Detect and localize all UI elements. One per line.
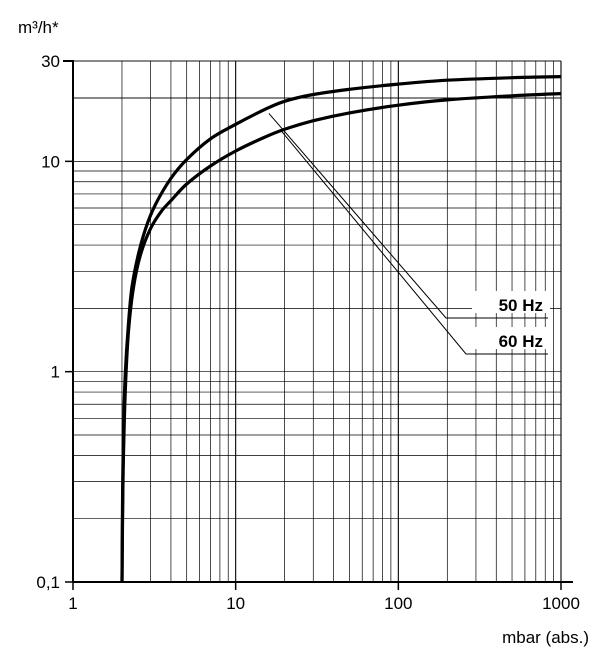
series-line-50-hz [120, 75, 562, 583]
legend-label-bg [472, 291, 550, 313]
y-tick-label: 10 [41, 152, 60, 171]
legend-leader-line [280, 130, 548, 355]
x-tick-label: 1 [68, 594, 77, 613]
x-axis-title: mbar (abs.) [502, 628, 589, 647]
x-tick-label: 10 [226, 594, 245, 613]
y-axis-title: m³/h* [18, 18, 59, 37]
legend-leader-line [268, 113, 548, 319]
ticks: 1 10 100 1000 0,1 1 10 30 [36, 52, 580, 613]
legend-label-bg [472, 327, 550, 349]
y-tick-label: 0,1 [36, 573, 60, 592]
y-tick-label: 30 [41, 52, 60, 71]
y-tick-label: 1 [51, 363, 60, 382]
grid [72, 60, 562, 583]
x-tick-label: 1000 [542, 594, 580, 613]
curves [120, 75, 562, 583]
legend: 50 Hz 60 Hz [268, 113, 550, 355]
legend-label: 60 Hz [499, 332, 543, 351]
x-tick-label: 100 [384, 594, 412, 613]
legend-label: 50 Hz [499, 296, 543, 315]
